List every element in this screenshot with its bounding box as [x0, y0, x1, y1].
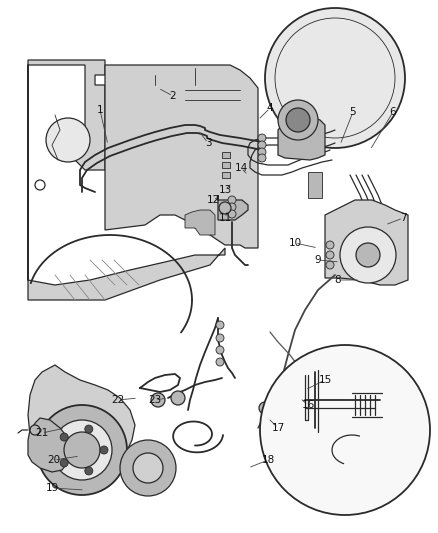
- Circle shape: [133, 453, 163, 483]
- Text: 4: 4: [267, 103, 273, 113]
- Circle shape: [278, 100, 318, 140]
- Circle shape: [216, 334, 224, 342]
- Circle shape: [259, 402, 271, 414]
- Polygon shape: [218, 195, 248, 220]
- Circle shape: [37, 405, 127, 495]
- Text: 2: 2: [170, 91, 177, 101]
- Circle shape: [258, 154, 266, 162]
- Text: 18: 18: [261, 455, 275, 465]
- Polygon shape: [28, 365, 135, 472]
- Text: 14: 14: [234, 163, 247, 173]
- Text: 22: 22: [111, 395, 125, 405]
- Text: 5: 5: [350, 107, 356, 117]
- Circle shape: [85, 425, 93, 433]
- Circle shape: [100, 446, 108, 454]
- Bar: [222, 162, 230, 168]
- Text: 16: 16: [301, 400, 314, 410]
- Text: 12: 12: [206, 195, 219, 205]
- Text: 17: 17: [272, 423, 285, 433]
- Text: 23: 23: [148, 395, 162, 405]
- Circle shape: [120, 440, 176, 496]
- Text: 21: 21: [35, 428, 49, 438]
- Circle shape: [228, 203, 236, 211]
- Circle shape: [258, 148, 266, 156]
- Polygon shape: [278, 118, 325, 160]
- Polygon shape: [28, 60, 105, 235]
- Circle shape: [60, 459, 68, 467]
- Circle shape: [30, 425, 40, 435]
- Bar: [222, 172, 230, 178]
- Text: 7: 7: [400, 213, 406, 223]
- Circle shape: [258, 134, 266, 142]
- Text: 10: 10: [289, 238, 301, 248]
- Circle shape: [326, 261, 334, 269]
- Text: 19: 19: [46, 483, 59, 493]
- Circle shape: [151, 393, 165, 407]
- Circle shape: [356, 243, 380, 267]
- Circle shape: [326, 241, 334, 249]
- Text: 3: 3: [205, 138, 211, 148]
- Circle shape: [286, 108, 310, 132]
- Polygon shape: [105, 65, 258, 248]
- Polygon shape: [325, 200, 408, 285]
- Circle shape: [60, 433, 68, 441]
- Text: 9: 9: [314, 255, 321, 265]
- Circle shape: [85, 467, 93, 475]
- Polygon shape: [308, 172, 322, 198]
- Polygon shape: [28, 418, 70, 472]
- Circle shape: [216, 346, 224, 354]
- Circle shape: [265, 8, 405, 148]
- Polygon shape: [185, 210, 215, 235]
- Circle shape: [216, 321, 224, 329]
- Circle shape: [326, 251, 334, 259]
- Circle shape: [340, 227, 396, 283]
- Circle shape: [260, 345, 430, 515]
- Text: 8: 8: [335, 275, 341, 285]
- Circle shape: [216, 358, 224, 366]
- Text: 1: 1: [97, 105, 103, 115]
- Circle shape: [258, 141, 266, 149]
- Text: 13: 13: [219, 185, 232, 195]
- Text: 15: 15: [318, 375, 332, 385]
- Polygon shape: [28, 235, 225, 300]
- Circle shape: [228, 210, 236, 218]
- Circle shape: [46, 118, 90, 162]
- Circle shape: [219, 202, 231, 214]
- Circle shape: [171, 391, 185, 405]
- Text: 20: 20: [47, 455, 60, 465]
- Text: 11: 11: [219, 213, 232, 223]
- Circle shape: [64, 432, 100, 468]
- Bar: [222, 152, 230, 158]
- Circle shape: [228, 196, 236, 204]
- Text: 6: 6: [390, 107, 396, 117]
- Circle shape: [52, 420, 112, 480]
